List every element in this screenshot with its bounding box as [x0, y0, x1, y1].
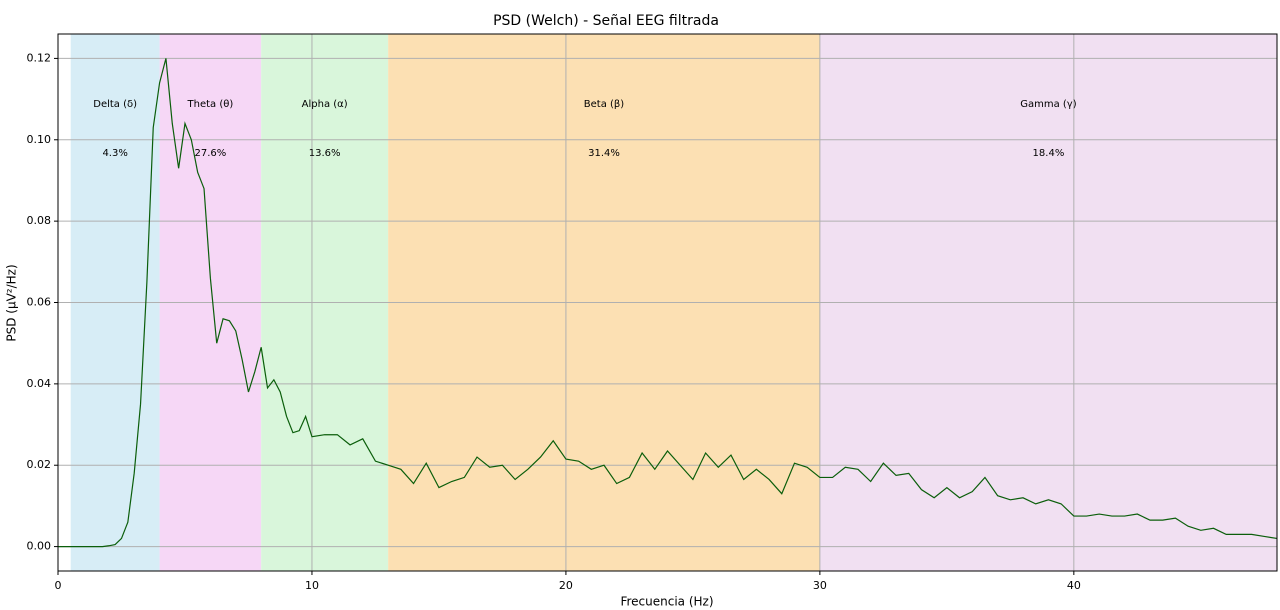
x-tick-label: 40: [1067, 579, 1081, 592]
chart-title: PSD (Welch) - Señal EEG filtrada: [493, 13, 719, 29]
y-tick-label: 0.06: [27, 296, 52, 309]
x-tick-label: 0: [55, 579, 62, 592]
y-tick-label: 0.02: [27, 458, 52, 471]
band-share: 31.4%: [588, 148, 620, 159]
band-label: Gamma (γ): [1020, 99, 1076, 110]
y-tick-label: 0.04: [27, 377, 52, 390]
y-tick-label: 0.10: [27, 133, 52, 146]
band-label: Delta (δ): [93, 99, 137, 110]
x-tick-label: 10: [305, 579, 319, 592]
band-share: 13.6%: [309, 148, 341, 159]
y-tick-label: 0.12: [27, 51, 52, 64]
y-tick-label: 0.00: [27, 540, 52, 553]
y-axis-label: PSD (µV²/Hz): [5, 264, 19, 341]
band-label: Alpha (α): [302, 99, 348, 110]
band-share: 18.4%: [1033, 148, 1065, 159]
x-tick-label: 30: [813, 579, 827, 592]
band-label: Theta (θ): [187, 99, 234, 110]
band-share: 4.3%: [102, 148, 127, 159]
band-label: Beta (β): [584, 99, 625, 110]
plot-frame: [57, 33, 1278, 572]
x-axis-label: Frecuencia (Hz): [620, 595, 713, 609]
psd-line: [58, 58, 1278, 548]
y-tick-label: 0.08: [27, 214, 52, 227]
band-share: 27.6%: [194, 148, 226, 159]
x-tick-label: 20: [559, 579, 573, 592]
